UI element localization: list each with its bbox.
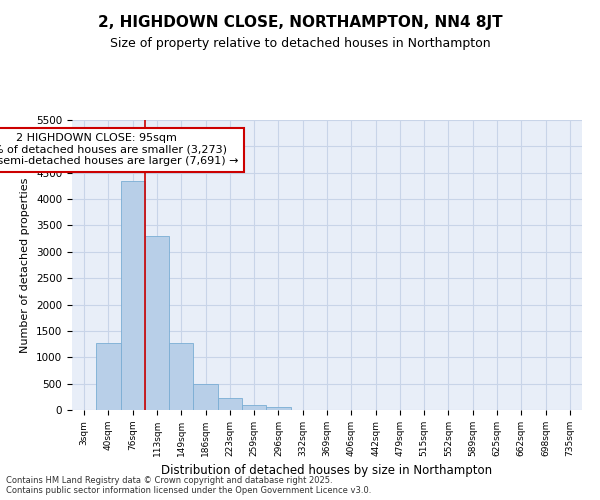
Bar — [96, 343, 121, 410]
Bar — [145, 236, 169, 410]
Y-axis label: Number of detached properties: Number of detached properties — [20, 178, 31, 352]
Text: Size of property relative to detached houses in Northampton: Size of property relative to detached ho… — [110, 38, 490, 51]
Bar — [193, 384, 218, 410]
Text: 2, HIGHDOWN CLOSE, NORTHAMPTON, NN4 8JT: 2, HIGHDOWN CLOSE, NORTHAMPTON, NN4 8JT — [98, 15, 502, 30]
Bar — [266, 407, 290, 410]
Text: 2 HIGHDOWN CLOSE: 95sqm
← 30% of detached houses are smaller (3,273)
70% of semi: 2 HIGHDOWN CLOSE: 95sqm ← 30% of detache… — [0, 133, 238, 166]
Bar — [242, 404, 266, 410]
Text: Contains HM Land Registry data © Crown copyright and database right 2025.
Contai: Contains HM Land Registry data © Crown c… — [6, 476, 371, 495]
Bar — [218, 398, 242, 410]
X-axis label: Distribution of detached houses by size in Northampton: Distribution of detached houses by size … — [161, 464, 493, 477]
Bar — [121, 180, 145, 410]
Bar — [169, 342, 193, 410]
